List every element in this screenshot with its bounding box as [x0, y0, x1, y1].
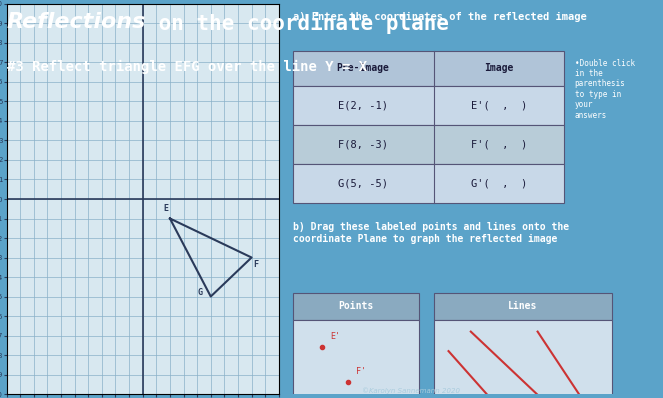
- Text: E': E': [330, 332, 339, 341]
- Text: G: G: [197, 288, 202, 297]
- Text: G(5, -5): G(5, -5): [338, 178, 388, 188]
- FancyBboxPatch shape: [292, 125, 564, 164]
- Text: Lines: Lines: [508, 301, 538, 311]
- Text: F: F: [253, 260, 258, 269]
- FancyBboxPatch shape: [292, 293, 419, 320]
- Text: E(2, -1): E(2, -1): [338, 100, 388, 110]
- Text: a) Enter the coordinates of the reflected image: a) Enter the coordinates of the reflecte…: [292, 12, 586, 22]
- Text: G'(  ,  ): G'( , ): [471, 178, 527, 188]
- Text: b) Drag these labeled points and lines onto the
coordinate Plane to graph the re: b) Drag these labeled points and lines o…: [292, 222, 569, 244]
- FancyBboxPatch shape: [292, 320, 419, 398]
- FancyBboxPatch shape: [434, 320, 612, 398]
- FancyBboxPatch shape: [292, 86, 564, 125]
- Text: Pre-Image: Pre-Image: [337, 63, 390, 73]
- Text: F(8, -3): F(8, -3): [338, 139, 388, 149]
- Text: F': F': [356, 367, 366, 377]
- FancyBboxPatch shape: [292, 164, 564, 203]
- Text: Points: Points: [338, 301, 373, 311]
- Text: E: E: [163, 204, 168, 213]
- FancyBboxPatch shape: [292, 51, 564, 86]
- FancyBboxPatch shape: [434, 293, 612, 320]
- Text: F'(  ,  ): F'( , ): [471, 139, 527, 149]
- Text: Image: Image: [484, 63, 513, 73]
- Text: •Double click
in the
parenthesis
to type in
your
answers: •Double click in the parenthesis to type…: [575, 59, 635, 119]
- Text: on the coordinate plane: on the coordinate plane: [146, 12, 449, 34]
- Text: E'(  ,  ): E'( , ): [471, 100, 527, 110]
- Text: ©Karolyn Sannemann 2020: ©Karolyn Sannemann 2020: [362, 387, 460, 394]
- Text: #3 Reflect triangle EFG over the line Y = X: #3 Reflect triangle EFG over the line Y …: [7, 60, 367, 74]
- Text: Reflections: Reflections: [7, 12, 146, 32]
